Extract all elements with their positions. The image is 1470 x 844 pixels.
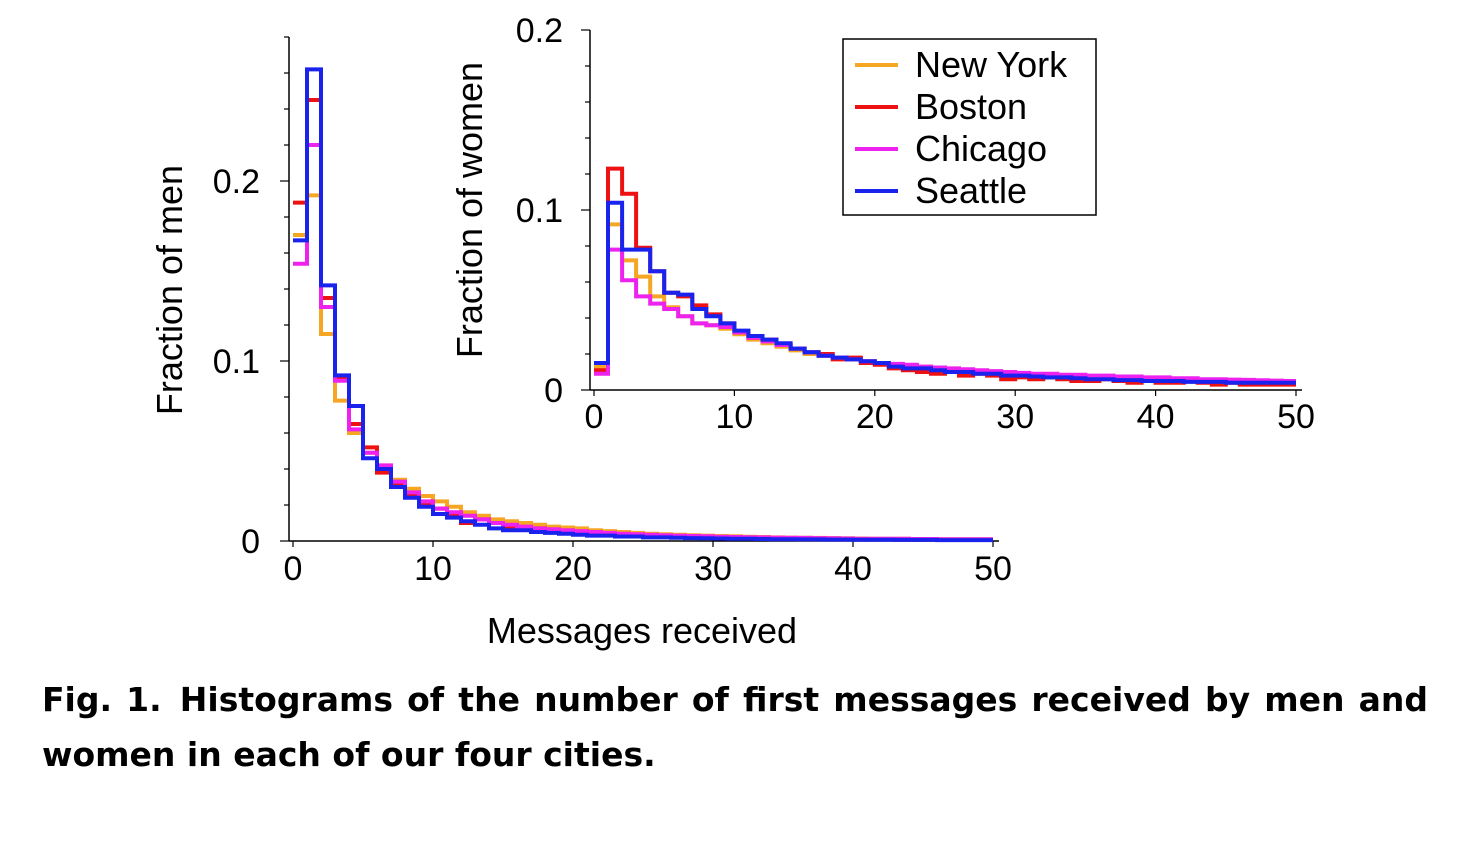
figure-caption: Fig. 1. Histograms of the number of firs… [42, 672, 1428, 782]
caption-text: Histograms of the number of first messag… [42, 680, 1429, 774]
y-axis-title: Fraction of women [449, 62, 490, 358]
x-tick-label: 10 [414, 550, 452, 588]
y-tick-label: 0 [241, 523, 260, 561]
legend-label-boston: Boston [915, 86, 1027, 127]
men-histogram-panel: 0 0.1 0.2 0 10 20 30 40 50 Fraction of men [149, 36, 1012, 588]
series-chicago-inset [594, 247, 1296, 383]
x-tick-label: 20 [554, 550, 592, 588]
legend-label-chicago: Chicago [915, 128, 1047, 169]
women-histogram-inset: 0 0.1 0.2 0 10 20 30 40 50 Fraction of women [449, 12, 1315, 436]
series-seattle-main [293, 67, 993, 543]
x-tick-label: 30 [996, 398, 1034, 436]
y-tick-label: 0.1 [213, 343, 260, 381]
x-tick-label: 50 [1277, 398, 1315, 436]
x-tick-label: 20 [856, 398, 894, 436]
y-axis-title: Fraction of men [149, 165, 190, 415]
histogram-figure: 0 0.1 0.2 0 10 20 30 40 50 Fraction of men 0 0.1 0.… [149, 12, 1315, 651]
legend-label-seattle: Seattle [915, 170, 1027, 211]
series-seattle-inset [594, 200, 1296, 385]
legend-box [842, 38, 1097, 216]
x-tick-label: 0 [284, 550, 303, 588]
x-tick-label: 10 [715, 398, 753, 436]
figure-label: Fig. 1. [42, 680, 162, 719]
x-tick-label: 40 [1137, 398, 1175, 436]
x-axis-title: Messages received [487, 610, 797, 651]
x-tick-label: 0 [585, 398, 604, 436]
y-tick-label: 0.1 [516, 192, 563, 230]
y-tick-label: 0.2 [516, 12, 563, 50]
x-tick-label: 30 [694, 550, 732, 588]
x-tick-label: 50 [974, 550, 1012, 588]
legend-label-new-york: New York [915, 44, 1068, 85]
y-tick-label: 0.2 [213, 163, 260, 201]
y-tick-label: 0 [544, 372, 563, 410]
x-tick-label: 40 [834, 550, 872, 588]
